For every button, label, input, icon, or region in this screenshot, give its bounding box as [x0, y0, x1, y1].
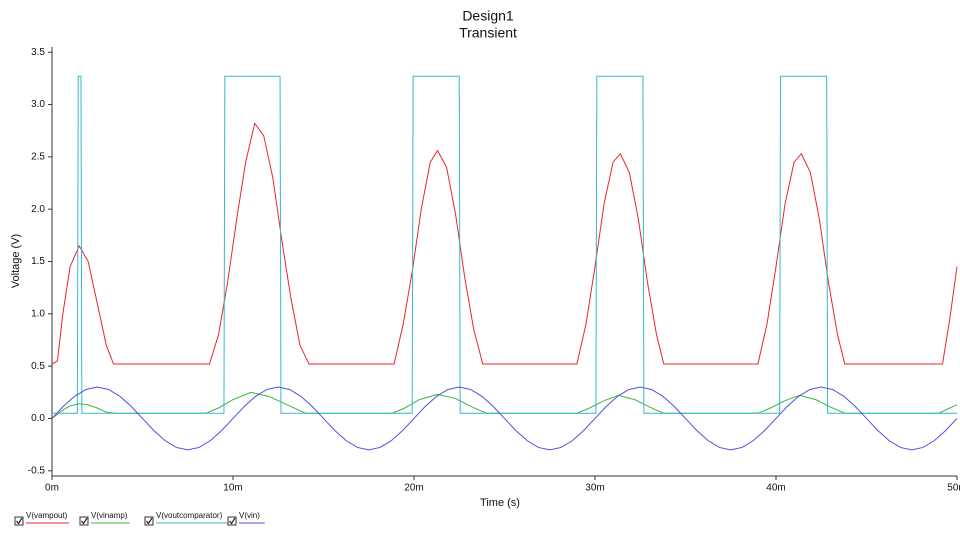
y-tick-label: 2.0	[31, 204, 45, 215]
y-tick-label: 3.5	[31, 47, 45, 58]
x-tick-label: 0m	[45, 483, 59, 494]
legend-label: V(voutcomparator)	[156, 511, 223, 520]
legend-check	[16, 517, 23, 525]
x-tick-label: 10m	[223, 483, 242, 494]
y-tick-label: 2.5	[31, 152, 45, 163]
legend-checkbox[interactable]	[79, 516, 89, 526]
chart-subtitle: Transient	[459, 25, 517, 41]
y-tick-label: 0.0	[31, 413, 45, 424]
legend-check	[146, 517, 153, 525]
y-tick-label: 1.0	[31, 308, 45, 319]
legend-check	[81, 517, 88, 525]
series-line	[51, 386, 958, 451]
x-tick-label: 40m	[766, 483, 785, 494]
y-axis-label: Voltage (V)	[10, 234, 22, 288]
series-line	[51, 122, 958, 365]
legend-label: V(vampout)	[26, 511, 68, 520]
series-line	[51, 391, 958, 419]
series-line	[52, 75, 957, 414]
legend-check	[229, 517, 236, 525]
y-tick-label: -0.5	[28, 465, 46, 476]
legend-label: V(vin)	[239, 511, 260, 520]
y-tick-label: 1.5	[31, 256, 45, 267]
y-tick-label: 3.0	[31, 99, 45, 110]
legend-checkbox[interactable]	[227, 516, 237, 526]
y-tick-label: 0.5	[31, 361, 45, 372]
x-tick-label: 50m	[947, 483, 960, 494]
x-tick-label: 30m	[585, 483, 604, 494]
legend-label: V(vinamp)	[91, 511, 128, 520]
x-tick-label: 20m	[404, 483, 423, 494]
chart-title: Design1	[462, 8, 514, 24]
x-axis-label: Time (s)	[480, 497, 520, 509]
legend-checkbox[interactable]	[14, 516, 24, 526]
legend-checkbox[interactable]	[144, 516, 154, 526]
